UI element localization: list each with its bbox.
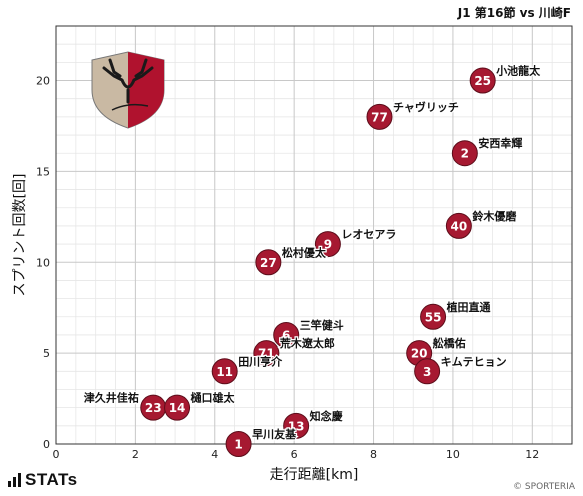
x-axis-label: 走行距離[km]	[270, 466, 359, 483]
player-point: 9 レオセアラ	[314, 227, 398, 258]
player-name-label: 鈴木優磨	[472, 209, 517, 223]
player-marker	[445, 212, 472, 239]
x-tick-label: 12	[525, 448, 539, 461]
player-number: 20	[411, 347, 428, 361]
player-number: 27	[260, 256, 277, 270]
player-point: 77 チャヴリッチ	[366, 99, 460, 130]
stats-logo-bars-icon	[8, 473, 21, 487]
player-name-label: 舩橋佑	[433, 336, 466, 350]
player-point: 6 三竿健斗	[273, 317, 345, 348]
player-point: 3 キムテヒョン	[414, 354, 508, 385]
player-number: 3	[423, 365, 431, 379]
player-marker	[414, 358, 441, 385]
player-number: 1	[234, 438, 242, 452]
y-tick-label: 5	[43, 347, 50, 360]
player-number: 6	[282, 328, 290, 342]
player-number: 13	[288, 419, 305, 433]
player-marker	[469, 67, 496, 94]
y-tick-label: 10	[36, 256, 50, 269]
player-marker	[211, 358, 238, 385]
player-name-label: レオセアラ	[341, 228, 396, 241]
player-name-label: チャヴリッチ	[393, 100, 459, 114]
match-title: J1 第16節 vs 川崎F	[457, 6, 571, 20]
player-number: 2	[461, 147, 469, 161]
copyright-text: © SPORTERIA	[513, 482, 575, 492]
player-name-label: 早川友基	[252, 427, 297, 441]
y-tick-label: 15	[36, 165, 50, 178]
player-name-label: 三竿健斗	[300, 318, 344, 332]
player-marker	[253, 340, 280, 367]
team-crest	[91, 51, 165, 129]
x-tick-label: 2	[132, 448, 139, 461]
player-name-label: キムテヒョン	[441, 355, 507, 368]
y-tick-label: 0	[43, 438, 50, 451]
player-point: 11 田川亨介	[211, 353, 284, 385]
x-tick-label: 6	[291, 448, 298, 461]
player-point: 25 小池龍太	[469, 62, 542, 94]
player-name-label: 知念慶	[309, 409, 343, 423]
player-name-label: 田川亨介	[238, 354, 283, 368]
y-axis-label: スプリント回数[回]	[12, 174, 28, 297]
player-marker	[225, 431, 252, 457]
player-number: 55	[425, 310, 442, 324]
player-point: 20 舩橋佑	[406, 335, 467, 367]
player-name-label: 小池龍太	[495, 64, 541, 78]
player-number: 14	[169, 401, 186, 415]
stats-brand-text: STATs	[25, 470, 78, 489]
player-name-label: 松村優太	[282, 245, 327, 259]
player-number: 77	[371, 110, 388, 124]
player-number: 23	[145, 401, 162, 415]
player-marker	[366, 103, 393, 130]
player-name-label: 荒木遼太郎	[279, 336, 335, 350]
player-marker	[314, 231, 341, 258]
player-point: 13 知念慶	[283, 408, 344, 439]
player-point: 71 荒木遼太郎	[253, 335, 336, 367]
antlers-icon	[102, 58, 154, 104]
player-point: 2 安西幸輝	[451, 135, 524, 167]
player-marker	[283, 412, 310, 439]
player-marker	[164, 394, 191, 421]
player-marker	[420, 303, 447, 330]
x-tick-label: 8	[370, 448, 377, 461]
player-marker	[451, 140, 478, 167]
player-marker	[255, 249, 282, 276]
crest-script-mark	[111, 103, 149, 111]
crest-red-half-shape	[128, 52, 164, 128]
player-name-label: 樋口雄太	[191, 391, 236, 405]
player-point: 14 樋口雄太	[164, 389, 237, 421]
player-number: 71	[258, 347, 275, 361]
player-point: 23 津久井佳祐	[82, 389, 167, 421]
player-number: 25	[474, 74, 491, 88]
player-point: 40 鈴木優磨	[445, 208, 519, 239]
player-name-label: 植田直通	[446, 300, 491, 314]
player-number: 40	[451, 219, 468, 233]
player-point: 1 早川友基	[225, 426, 298, 457]
player-name-label: 津久井佳祐	[84, 391, 139, 405]
player-point: 27 松村優太	[255, 244, 328, 276]
player-number: 11	[216, 365, 233, 379]
player-number: 9	[324, 238, 332, 252]
player-name-label: 安西幸輝	[478, 136, 522, 150]
player-point: 55 植田直通	[420, 299, 492, 330]
y-tick-label: 20	[36, 75, 50, 88]
player-marker	[273, 321, 300, 348]
x-tick-label: 0	[53, 448, 60, 461]
plot-frame	[55, 25, 573, 445]
x-tick-label: 10	[446, 448, 460, 461]
stats-logo: STATs	[8, 470, 78, 490]
x-tick-label: 4	[211, 448, 218, 461]
